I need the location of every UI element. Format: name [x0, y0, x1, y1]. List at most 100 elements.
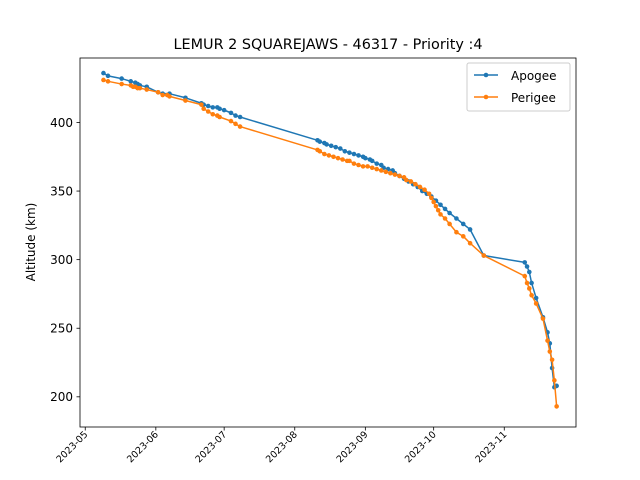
- apogee-point: [333, 144, 339, 150]
- perigee-point: [554, 404, 559, 409]
- perigee-point: [347, 158, 352, 164]
- perigee-point: [351, 161, 357, 166]
- perigee-point: [529, 293, 534, 298]
- perigee-point: [429, 195, 434, 201]
- perigee-point: [233, 121, 238, 127]
- perigee-point: [433, 203, 439, 209]
- perigee-point: [155, 89, 161, 95]
- perigee-point: [365, 164, 370, 169]
- perigee-point: [413, 181, 418, 187]
- perigee-point: [454, 229, 459, 235]
- perigee-point: [101, 77, 106, 83]
- legend-apogee-marker: [483, 72, 489, 78]
- perigee-point: [217, 114, 222, 120]
- perigee-point: [322, 151, 327, 157]
- perigee-point: [356, 162, 361, 168]
- perigee-point: [408, 179, 414, 184]
- perigee-point: [378, 168, 384, 173]
- series-perigee: [101, 77, 559, 409]
- apogee-point: [338, 146, 343, 151]
- perigee-point: [426, 191, 432, 197]
- apogee-point: [347, 150, 352, 155]
- legend-perigee-label: Perigee: [511, 91, 556, 105]
- perigee-point: [447, 221, 452, 227]
- apogee-line: [103, 72, 558, 388]
- perigee-point: [335, 155, 341, 161]
- series-layer: [101, 70, 559, 409]
- perigee-point: [404, 177, 409, 183]
- apogee-point: [438, 202, 443, 208]
- perigee-point: [438, 212, 443, 217]
- apogee-point: [533, 295, 539, 301]
- apogee-point: [205, 103, 211, 109]
- apogee-point: [442, 206, 448, 212]
- perigee-point: [119, 81, 124, 87]
- y-tick-label: 400: [50, 116, 73, 130]
- apogee-point: [119, 76, 124, 81]
- y-tick-label: 350: [50, 184, 73, 198]
- perigee-point: [549, 357, 555, 363]
- perigee-point: [167, 94, 172, 99]
- apogee-point: [210, 105, 216, 110]
- perigee-point: [527, 286, 532, 291]
- perigee-point: [522, 273, 528, 279]
- perigee-point: [552, 378, 557, 383]
- perigee-point: [442, 216, 448, 221]
- perigee-point: [392, 172, 398, 177]
- perigee-point: [228, 118, 234, 124]
- apogee-point: [447, 210, 452, 216]
- perigee-point: [397, 173, 402, 179]
- y-tick-label: 200: [50, 390, 73, 404]
- apogee-point: [217, 106, 222, 112]
- apogee-point: [105, 73, 111, 79]
- perigee-point: [540, 316, 546, 321]
- apogee-point: [317, 139, 323, 144]
- y-axis: 200 250 300 350 400: [50, 116, 80, 404]
- perigee-point: [431, 199, 436, 205]
- perigee-point: [417, 184, 423, 190]
- perigee-point: [360, 164, 366, 169]
- perigee-point: [210, 111, 216, 117]
- apogee-point: [369, 158, 375, 164]
- legend: Apogee Perigee: [466, 62, 571, 112]
- apogee-point: [101, 70, 106, 76]
- perigee-point: [237, 124, 243, 129]
- perigee-point: [545, 338, 550, 343]
- perigee-point: [205, 109, 211, 114]
- perigee-point: [547, 349, 553, 354]
- apogee-point: [128, 79, 134, 84]
- perigee-point: [144, 87, 150, 92]
- apogee-point: [454, 216, 459, 221]
- chart-title: LEMUR 2 SQUAREJAWS - 46317 - Priority :4: [174, 37, 483, 53]
- perigee-point: [524, 280, 530, 286]
- perigee-point: [481, 253, 487, 258]
- perigee-point: [374, 166, 380, 172]
- perigee-point: [467, 240, 473, 246]
- apogee-point: [351, 151, 357, 157]
- legend-perigee-marker: [483, 94, 489, 100]
- apogee-point: [328, 143, 334, 149]
- apogee-point: [529, 280, 534, 286]
- apogee-point: [363, 155, 368, 161]
- apogee-point: [342, 148, 348, 154]
- apogee-point: [324, 142, 329, 147]
- perigee-point: [340, 157, 345, 162]
- apogee-point: [527, 269, 532, 275]
- y-tick-label: 250: [50, 322, 73, 336]
- perigee-point: [533, 301, 539, 306]
- plot-area-frame: [79, 57, 577, 428]
- perigee-point: [160, 92, 165, 98]
- apogee-point: [374, 161, 380, 166]
- perigee-point: [137, 85, 143, 91]
- apogee-point: [467, 227, 473, 232]
- apogee-point: [522, 260, 528, 265]
- perigee-point: [369, 165, 375, 171]
- perigee-point: [183, 98, 188, 103]
- perigee-point: [331, 154, 336, 160]
- apogee-point: [228, 110, 234, 116]
- perigee-point: [105, 79, 111, 84]
- perigee-point: [317, 148, 323, 154]
- apogee-point: [356, 153, 361, 158]
- apogee-point: [237, 114, 243, 120]
